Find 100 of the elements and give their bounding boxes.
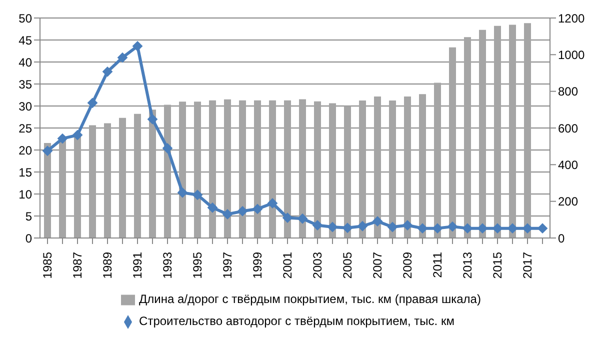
bar: [59, 138, 66, 238]
point: [252, 204, 262, 214]
point: [102, 66, 112, 77]
bar: [164, 104, 171, 238]
bar: [299, 99, 306, 238]
bar: [89, 125, 96, 238]
bar: [494, 26, 501, 238]
x-tick-label: 2003: [310, 252, 324, 279]
x-tick-label: 2015: [490, 252, 504, 279]
x-tick-label: 2001: [280, 252, 294, 279]
bar: [104, 123, 111, 238]
x-tick-label: 1995: [190, 252, 204, 279]
bar: [314, 101, 321, 238]
point: [268, 198, 278, 208]
legend-label: Длина а/дорог с твёрдым покрытием, тыс. км (правая шкала): [139, 292, 481, 306]
bar: [404, 96, 411, 238]
point: [402, 220, 412, 230]
x-tick-label: 2011: [430, 252, 444, 278]
x-tick-label: 2005: [340, 252, 354, 279]
bar: [344, 106, 351, 238]
point: [492, 223, 502, 234]
y-tick-label: 10: [18, 187, 32, 202]
x-tick-label: 1991: [130, 252, 144, 279]
legend-label: Строительство автодорог с твёрдым покрытием, тыс. км: [139, 314, 454, 328]
point: [372, 216, 382, 226]
point: [162, 143, 172, 154]
point: [538, 223, 548, 234]
bar: [374, 96, 381, 238]
point: [478, 223, 488, 234]
point: [58, 134, 68, 144]
bar: [524, 23, 531, 238]
point: [72, 130, 82, 140]
bar: [479, 30, 486, 238]
y2-tick-label: 1200: [558, 11, 586, 26]
bar: [254, 100, 261, 238]
point: [342, 222, 352, 233]
bar: [209, 100, 216, 238]
point: [132, 41, 142, 52]
point: [42, 146, 52, 156]
bar: [149, 110, 156, 238]
y-tick-label: 40: [18, 55, 32, 70]
bar: [194, 102, 201, 238]
y-tick-label: 15: [18, 165, 32, 180]
y-tick-label: 0: [25, 231, 32, 246]
x-tick-label: 2017: [520, 252, 534, 279]
point: [208, 202, 218, 213]
point: [432, 223, 442, 234]
y-tick-label: 50: [18, 11, 32, 26]
point: [448, 222, 458, 232]
bar: [329, 103, 336, 238]
x-tick-label: 1989: [100, 252, 114, 279]
point: [238, 206, 248, 216]
point: [148, 114, 158, 124]
bar: [269, 100, 276, 238]
bar: [134, 114, 141, 238]
bar: [359, 100, 366, 238]
point: [388, 222, 398, 232]
x-tick-label: 1985: [40, 252, 54, 279]
x-tick-label: 2007: [370, 252, 384, 279]
y-tick-label: 35: [18, 77, 32, 92]
y-tick-label: 30: [18, 99, 32, 114]
point: [282, 212, 292, 223]
point: [222, 209, 232, 220]
y-tick-label: 5: [25, 209, 32, 224]
bar: [44, 143, 51, 238]
bar: [284, 100, 291, 238]
point: [312, 220, 322, 230]
x-tick-label: 2009: [400, 252, 414, 279]
bar: [119, 118, 126, 238]
y2-tick-label: 800: [558, 84, 578, 99]
y2-tick-label: 0: [558, 231, 565, 246]
point: [178, 188, 188, 198]
point: [418, 223, 428, 234]
bar: [464, 37, 471, 238]
y-tick-label: 45: [18, 33, 32, 48]
bar: [389, 100, 396, 238]
bar: [239, 100, 246, 238]
bar: [74, 135, 81, 238]
point: [508, 223, 518, 234]
y2-tick-label: 1000: [558, 48, 586, 62]
y2-tick-label: 400: [558, 158, 578, 172]
x-tick-label: 1997: [220, 252, 234, 279]
point: [358, 221, 368, 232]
y2-tick-label: 600: [558, 121, 578, 136]
point: [118, 52, 128, 63]
point: [298, 214, 308, 224]
bar: [509, 24, 516, 238]
bar: [449, 47, 456, 238]
x-tick-label: 1987: [70, 252, 84, 279]
x-tick-label: 1993: [160, 252, 174, 279]
y-tick-label: 20: [18, 143, 32, 158]
point: [462, 223, 472, 234]
point: [192, 190, 202, 200]
bar: [179, 102, 186, 238]
bar: [224, 99, 231, 238]
point: [522, 223, 532, 234]
bar: [434, 82, 441, 238]
y2-tick-label: 200: [558, 194, 578, 209]
x-tick-label: 1999: [250, 252, 264, 279]
y-tick-label: 25: [18, 121, 32, 136]
